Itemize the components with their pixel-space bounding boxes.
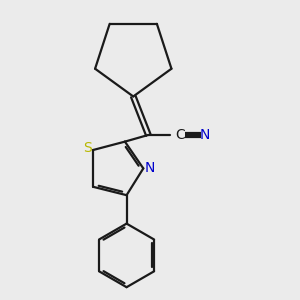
Text: S: S bbox=[83, 141, 92, 155]
Text: N: N bbox=[200, 128, 210, 142]
Text: C: C bbox=[175, 128, 185, 142]
Text: N: N bbox=[144, 161, 154, 176]
